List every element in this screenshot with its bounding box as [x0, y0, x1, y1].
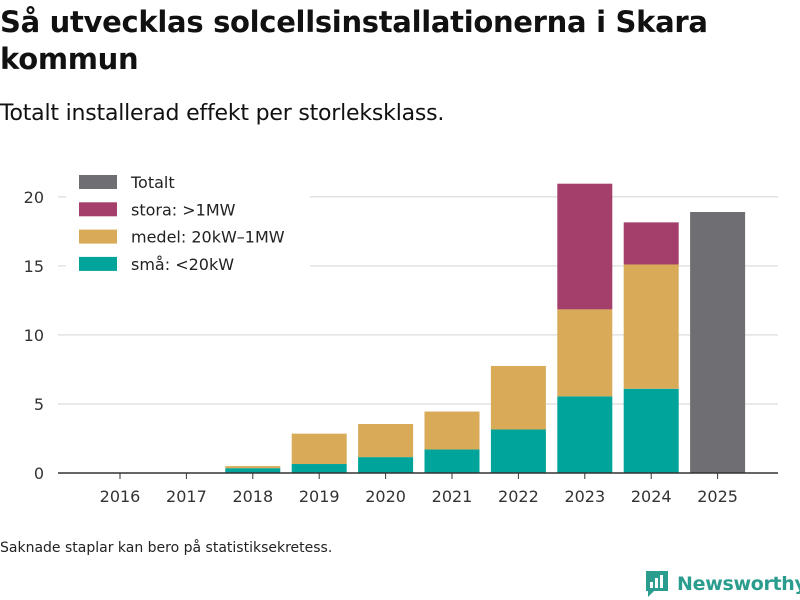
x-tick-label-2017: 2017 [166, 487, 207, 506]
bar-2021-små-20kw [424, 449, 480, 473]
x-tick-label-2016: 2016 [100, 487, 141, 506]
x-tick-label-2024: 2024 [631, 487, 672, 506]
bar-2019-medel-20kw-1mw [291, 433, 347, 465]
x-tick-label-2019: 2019 [299, 487, 340, 506]
chart-title: Så utvecklas solcellsinstallationerna i … [0, 5, 708, 76]
bar-2024-medel-20kw-1mw [623, 264, 679, 389]
bar-2018-medel-20kw-1mw [225, 466, 281, 469]
y-tick-label-0: 0 [34, 464, 44, 483]
bar-2020-små-20kw [358, 457, 414, 473]
bar-2022-små-20kw [490, 429, 546, 473]
newsworthy-logo-text: Newsworthy [677, 573, 800, 595]
y-tick-label-10: 10 [24, 326, 44, 345]
bar-2023-medel-20kw-1mw [557, 309, 613, 397]
legend-swatch-1 [79, 202, 117, 217]
legend-label-3: små: <20kW [131, 255, 234, 274]
bar-2023-små-20kw [557, 396, 613, 473]
x-tick-label-2025: 2025 [697, 487, 738, 506]
newsworthy-logo[interactable]: Newsworthy [644, 568, 800, 600]
bar-2025-totalt [690, 212, 746, 473]
bar-2023-stora-1mw [557, 183, 613, 310]
x-tick-label-2022: 2022 [498, 487, 539, 506]
bar-2022-medel-20kw-1mw [490, 365, 546, 430]
legend-label-2: medel: 20kW–1MW [131, 228, 285, 247]
newsworthy-logo-icon [646, 571, 668, 597]
y-tick-label-20: 20 [24, 188, 44, 207]
bar-2019-små-20kw [291, 464, 347, 473]
legend-swatch-2 [79, 229, 117, 244]
x-tick-label-2018: 2018 [232, 487, 273, 506]
axes: 0 5 10 15 20 2016 2017 2018 2019 2020 2021 2022 2023… [24, 188, 778, 506]
legend-swatch-0 [79, 175, 117, 189]
bar-2018-små-20kw [225, 468, 281, 473]
x-tick-label-2020: 2020 [365, 487, 406, 506]
x-tick-label-2021: 2021 [432, 487, 473, 506]
x-tick-label-2023: 2023 [564, 487, 605, 506]
bar-2020-medel-20kw-1mw [358, 423, 414, 458]
legend: Totalt stora: >1MW medel: 20kW–1MW små: <20… [66, 166, 310, 280]
legend-label-0: Totalt [130, 173, 175, 192]
y-tick-label-15: 15 [24, 257, 44, 276]
y-tick-label-5: 5 [34, 395, 44, 414]
legend-label-1: stora: >1MW [131, 200, 236, 219]
bar-2024-små-20kw [623, 388, 679, 473]
chart-subtitle: Totalt installerad effekt per storlekskl… [0, 101, 445, 126]
footnote: Saknade staplar kan bero på statistiksek… [0, 540, 333, 556]
bars [225, 183, 746, 473]
bar-2021-medel-20kw-1mw [424, 411, 480, 450]
bar-2024-stora-1mw [623, 222, 679, 265]
legend-swatch-3 [79, 256, 117, 271]
